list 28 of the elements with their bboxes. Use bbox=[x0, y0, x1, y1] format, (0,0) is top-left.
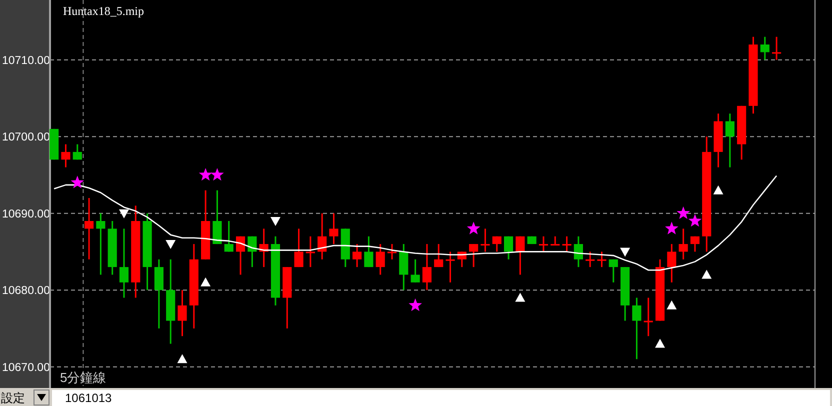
point bbox=[210, 168, 224, 181]
point bbox=[676, 206, 690, 219]
point bbox=[713, 185, 724, 194]
point bbox=[466, 222, 480, 234]
annotation: 5分鐘線 bbox=[60, 370, 106, 385]
point bbox=[688, 214, 702, 227]
point bbox=[408, 298, 422, 312]
y-tick-label: 10670.00 bbox=[2, 362, 50, 374]
point bbox=[198, 168, 212, 181]
text: 設定 bbox=[1, 391, 25, 405]
point bbox=[70, 176, 84, 188]
point bbox=[200, 277, 211, 286]
point bbox=[666, 300, 677, 310]
y-tick-label: 10680.00 bbox=[2, 285, 50, 298]
text: 1061013 bbox=[65, 391, 112, 405]
point bbox=[620, 248, 630, 257]
y-tick-label: 10700.00 bbox=[2, 132, 50, 144]
chart-title: Huntax18_5.mip bbox=[63, 4, 144, 18]
point bbox=[665, 222, 678, 234]
y-tick-label: 10710.00 bbox=[2, 54, 50, 67]
point bbox=[118, 209, 129, 218]
point bbox=[702, 270, 712, 279]
y-tick-label: 10690.00 bbox=[2, 208, 50, 220]
point bbox=[655, 338, 666, 348]
point bbox=[515, 292, 526, 302]
point bbox=[177, 354, 188, 364]
point bbox=[166, 240, 176, 250]
point bbox=[270, 217, 280, 226]
